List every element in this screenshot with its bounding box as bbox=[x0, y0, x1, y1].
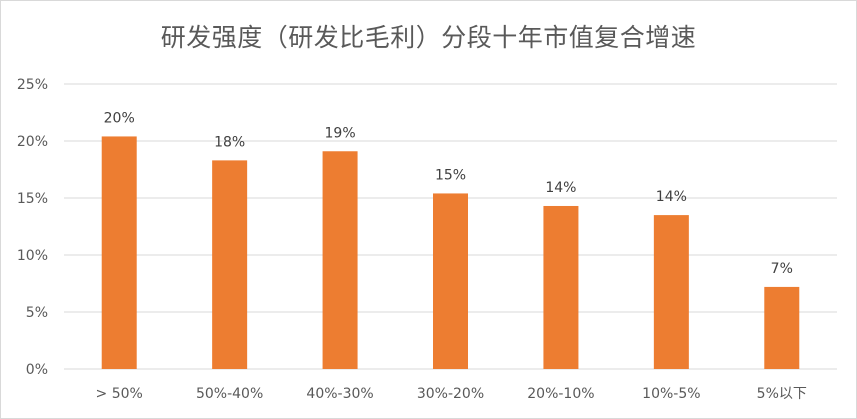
x-category-label: > 50% bbox=[96, 386, 143, 402]
y-tick-label: 20% bbox=[17, 134, 48, 150]
bar bbox=[543, 205, 579, 369]
data-label: 14% bbox=[545, 180, 576, 196]
x-category-label: 40%-30% bbox=[306, 386, 373, 402]
bar bbox=[433, 193, 468, 369]
data-label: 7% bbox=[771, 261, 793, 277]
data-label: 18% bbox=[214, 134, 245, 150]
x-category-label: 50%-40% bbox=[196, 386, 263, 402]
x-category-label: 30%-20% bbox=[417, 386, 484, 402]
bar bbox=[322, 151, 358, 369]
bar bbox=[101, 136, 137, 369]
data-label: 15% bbox=[435, 167, 466, 183]
data-label: 14% bbox=[656, 189, 687, 205]
y-tick-label: 10% bbox=[17, 248, 48, 264]
y-tick-label: 15% bbox=[17, 191, 48, 207]
x-category-label: 10%-5% bbox=[642, 386, 700, 402]
data-label: 19% bbox=[325, 125, 356, 141]
chart-title: 研发强度（研发比毛利）分段十年市值复合增速 bbox=[160, 23, 697, 52]
bar bbox=[764, 286, 800, 369]
y-tick-label: 0% bbox=[26, 362, 48, 378]
y-tick-label: 5% bbox=[26, 305, 48, 321]
bar bbox=[212, 160, 248, 369]
x-category-label: 5%以下 bbox=[757, 386, 807, 402]
y-tick-label: 25% bbox=[17, 77, 48, 93]
bar bbox=[653, 215, 689, 369]
data-label: 20% bbox=[104, 110, 135, 126]
x-category-label: 20%-10% bbox=[527, 386, 594, 402]
